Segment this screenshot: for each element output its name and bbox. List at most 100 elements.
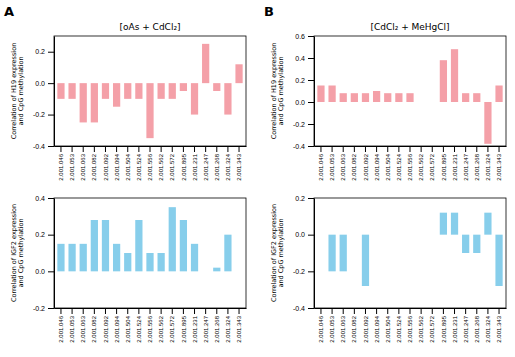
tick: 2.001.572 [169,146,175,181]
tick-label: 2.001.324 [485,315,491,342]
bar [418,102,425,103]
axis-line [314,37,315,147]
bar [102,220,109,271]
tick: 2.001.063 [80,146,86,181]
bar [68,244,75,271]
bar [462,235,469,253]
bar [418,234,425,235]
tick-label: 2.001.562 [158,315,164,342]
bar [68,83,75,99]
tick-label: 2.001.063 [80,315,86,342]
y-axis-title: Correlation of IGF2 expressionand CpG me… [270,204,285,302]
tick-mark [308,58,314,59]
bar [317,86,324,103]
tick-mark [48,271,54,272]
tick-mark [476,146,477,152]
tick-mark [421,308,422,314]
tick-label: 2.001.046 [58,315,64,342]
tick: 2.001.094 [374,146,380,181]
tick-label: -0.2 [293,121,305,128]
panel: -0.4-0.20.00.20.40.62.001.0462.001.0532.… [270,22,507,181]
tick: 2.001.082 [91,308,97,343]
y-axis-title: Correlation of H19 expressionand CpG met… [270,43,285,140]
bar [495,86,502,103]
tick: 2.001.343 [496,146,502,181]
tick: 2.001.247 [463,146,469,181]
bar [429,102,436,103]
tick-label: 2.001.046 [318,315,324,342]
tick: 2.001.504 [125,308,131,343]
tick-mark [308,198,314,199]
bar [224,83,231,114]
tick-mark [308,80,314,81]
y-axis-title-line: and CpG methylation [17,56,25,125]
y-axis-title-line: and CpG methylation [277,56,285,125]
bar [317,234,324,235]
panel-label: A [4,4,14,19]
tick-mark [94,146,95,152]
tick-label: 0.6 [295,33,305,40]
bar [473,93,480,102]
bar [473,235,480,253]
tick-label: 2.001.504 [125,315,131,342]
tick: 2.001.324 [485,308,491,343]
tick-label: 2.001.324 [225,315,231,342]
tick-label: 2.001.063 [340,153,346,180]
tick: 2.001.343 [236,146,242,181]
bar [395,234,402,235]
tick: 2.001.895 [180,308,186,343]
tick-mark [308,235,314,236]
tick: 2.001.247 [203,308,209,343]
tick-label: 2.001.231 [192,315,198,342]
tick-mark [194,308,195,314]
tick-label: 2.001.895 [440,153,446,180]
tick-mark [499,146,500,152]
tick: 0.2 [35,231,54,238]
tick-label: 2.001.268 [214,315,220,342]
tick-label: 2.001.046 [58,153,64,180]
tick-label: 2.001.895 [180,153,186,180]
tick-mark [216,308,217,314]
bar [406,234,413,235]
tick: 2.001.572 [429,146,435,181]
tick-label: 0.2 [35,231,45,238]
tick-label: 2.001.895 [180,315,186,342]
tick-label: 2.001.268 [474,153,480,180]
tick: 2.001.562 [418,308,424,343]
tick: 2.001.343 [496,308,502,343]
tick-label: 2.001.247 [203,153,209,180]
bar [451,213,458,235]
tick: 2.001.231 [452,308,458,343]
tick-mark [72,308,73,314]
x-axis: 2.001.0462.001.0532.001.0632.001.0822.00… [315,146,507,181]
tick-mark [216,146,217,152]
axis-line [54,37,55,147]
tick: 2.001.324 [225,308,231,343]
bar [362,93,369,102]
tick-label: -0.2 [33,305,45,312]
y-axis: -0.20.00.20.4 [33,195,55,312]
x-axis: 2.001.0462.001.0532.001.0632.001.0822.00… [315,308,507,343]
tick-label: 2.001.268 [214,153,220,180]
plot-frame [54,36,246,146]
y-axis-title: Correlation of IGF2 expressionand CpG me… [10,204,25,302]
bar [351,234,358,235]
tick-mark [105,308,106,314]
bar [169,83,176,99]
bar [158,83,165,99]
tick: 2.001.895 [180,146,186,181]
tick-label: 2.001.504 [385,153,391,180]
tick: 2.001.046 [58,308,64,343]
tick-mark [227,308,228,314]
tick-mark [320,308,321,314]
tick: 2.001.053 [329,308,335,343]
tick-label: 2.001.082 [91,153,97,180]
tick: 2.001.092 [103,146,109,181]
title: [oAs + CdCl₂] [119,22,180,32]
y-axis-title-line: and CpG methylation [277,218,285,287]
tick-label: 2.001.572 [169,153,175,180]
tick-mark [387,146,388,152]
bar [495,235,502,286]
tick-mark [499,308,500,314]
tick-label: 2.001.082 [351,153,357,180]
